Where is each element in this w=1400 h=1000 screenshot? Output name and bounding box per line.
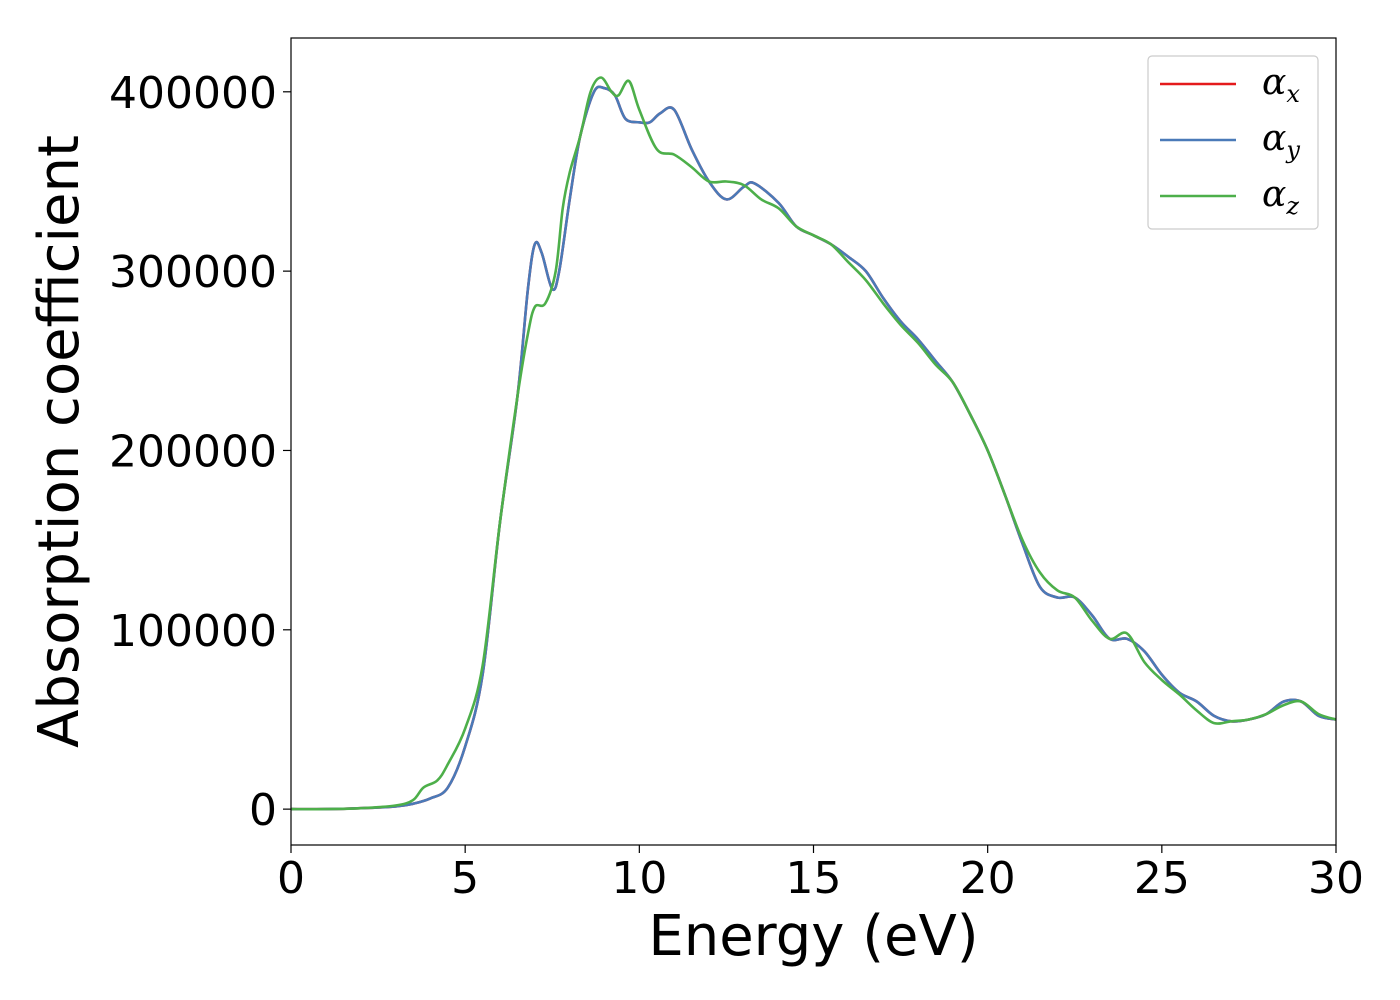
x-tick-label: 5 [451,853,479,904]
ticks-layer: 0 5 10 15 20 25 30 0 100000 200000 300000 400000 [109,68,1364,904]
series-line-z [290,76,1337,811]
y-tick-label: 400000 [109,68,277,119]
y-axis-title: Absorption coefficient [27,135,92,748]
y-tick-label: 0 [249,785,277,836]
x-axis-title: Energy (eV) [648,904,978,969]
legend: αx αy αz [1147,55,1319,230]
legend-box [1147,55,1319,230]
y-tick-label: 100000 [109,606,277,657]
y-tick-label: 200000 [109,426,277,477]
legend-label-x: αx [1262,62,1300,108]
legend-label-y: αy [1262,118,1300,164]
series-layer [290,76,1337,811]
legend-label-z: αz [1262,174,1299,220]
x-tick-label: 0 [277,853,305,904]
x-tick-label: 15 [786,853,842,904]
x-tick-label: 20 [960,853,1016,904]
x-tick-label: 10 [611,853,667,904]
x-tick-label: 25 [1134,853,1190,904]
x-tick-label: 30 [1308,853,1364,904]
y-tick-label: 300000 [109,247,277,298]
